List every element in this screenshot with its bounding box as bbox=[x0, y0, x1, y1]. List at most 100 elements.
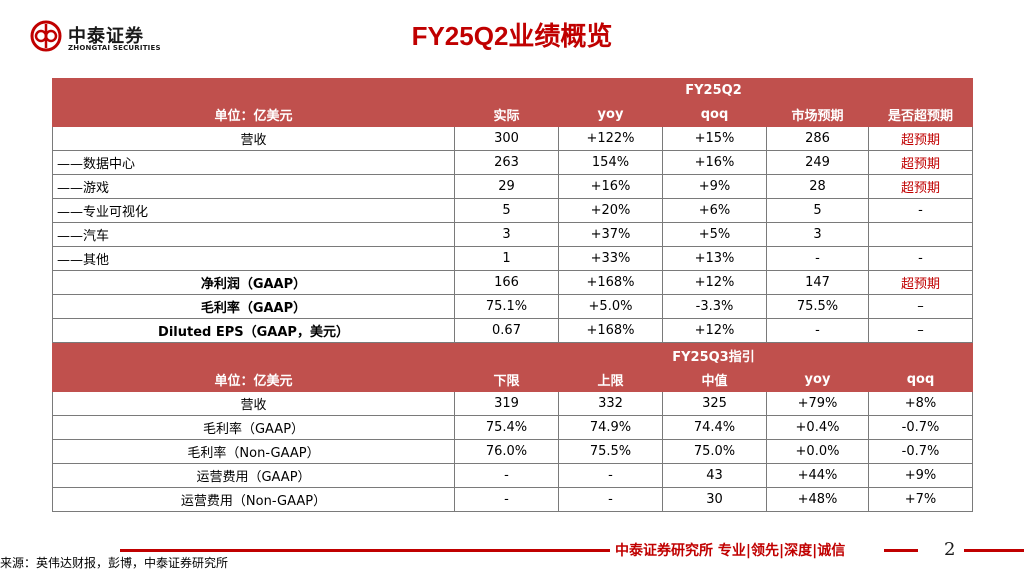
column-header: yoy bbox=[766, 367, 869, 392]
table-cell: - bbox=[558, 463, 663, 488]
table-cell: 43 bbox=[662, 463, 767, 488]
table-cell: 263 bbox=[454, 150, 559, 175]
row-label: 运营费用（GAAP） bbox=[52, 463, 455, 488]
table-cell: - bbox=[558, 487, 663, 512]
table-row: 运营费用（GAAP） - -43 +44% +9% bbox=[52, 463, 973, 488]
table-cell: 286 bbox=[766, 126, 869, 151]
results-group-blank bbox=[52, 78, 455, 103]
table-cell: - bbox=[454, 487, 559, 512]
results-group-header-row: FY25Q2 bbox=[52, 78, 974, 103]
table-row: 净利润（GAAP） 166 +168% +12% 147 超预期 bbox=[52, 270, 974, 295]
footer-rule-left bbox=[120, 549, 610, 552]
page-title: FY25Q2业绩概览 bbox=[411, 21, 613, 51]
table-cell: -3.3% bbox=[662, 294, 767, 319]
table-cell: +37% bbox=[558, 222, 663, 247]
row-label: 毛利率（GAAP） bbox=[52, 415, 455, 440]
row-label: 营收 bbox=[52, 126, 455, 151]
table-cell: 75.5% bbox=[766, 294, 869, 319]
table-row: Diluted EPS（GAAP，美元） 0.67 +168% +12% - – bbox=[52, 318, 974, 343]
table-cell: -0.7% bbox=[868, 439, 973, 464]
column-header: 上限 bbox=[558, 367, 663, 392]
table-cell: 300 bbox=[454, 126, 559, 151]
table-cell: +6% bbox=[662, 198, 767, 223]
table-cell: 325 bbox=[662, 391, 767, 416]
table-cell: 75.5% bbox=[558, 439, 663, 464]
table-cell: 147 bbox=[766, 270, 869, 295]
table-cell: -0.7% bbox=[868, 415, 973, 440]
table-cell: 29 bbox=[454, 174, 559, 199]
table-cell: 5 bbox=[766, 198, 869, 223]
table-cell: +15% bbox=[662, 126, 767, 151]
table-cell: 154% bbox=[558, 150, 663, 175]
table-cell: +122% bbox=[558, 126, 663, 151]
table-cell: 5 bbox=[454, 198, 559, 223]
footer-rule-right bbox=[884, 549, 918, 552]
table-cell: +16% bbox=[662, 150, 767, 175]
table-cell: 1 bbox=[454, 246, 559, 271]
results-table: FY25Q2 单位：亿美元 实际 yoy qoq 市场预期 是否超预期 营收 300 +122%… bbox=[52, 78, 974, 343]
table-cell: +9% bbox=[868, 463, 973, 488]
table-cell: +16% bbox=[558, 174, 663, 199]
table-cell: 28 bbox=[766, 174, 869, 199]
page-number: 2 bbox=[944, 539, 956, 560]
row-label: ——数据中心 bbox=[52, 150, 455, 175]
table-cell: +48% bbox=[766, 487, 869, 512]
table-row: ——专业可视化 5 +20% +6% 5- bbox=[52, 198, 974, 223]
row-label: 运营费用（Non-GAAP） bbox=[52, 487, 455, 512]
table-row: ——其他 1 +33% +13% - - bbox=[52, 246, 974, 271]
table-cell: +5.0% bbox=[558, 294, 663, 319]
table-row: 运营费用（Non-GAAP） - -30 +48% +7% bbox=[52, 487, 973, 512]
row-label: ——游戏 bbox=[52, 174, 455, 199]
table-cell: +8% bbox=[868, 391, 973, 416]
row-label: ——汽车 bbox=[52, 222, 455, 247]
table-row: ——汽车 3 +37% +5% 3 bbox=[52, 222, 974, 247]
table-row: 毛利率（GAAP） 75.1% +5.0% -3.3% 75.5% – bbox=[52, 294, 974, 319]
company-logo: 中泰证券 ZHONGTAI SECURITIES bbox=[30, 20, 170, 56]
guidance-group-header-row: FY25Q3指引 bbox=[52, 343, 973, 368]
row-label: ——专业可视化 bbox=[52, 198, 455, 223]
table-cell: – bbox=[867, 318, 974, 343]
logo-text-en: ZHONGTAI SECURITIES bbox=[68, 44, 161, 52]
table-cell: +168% bbox=[558, 270, 663, 295]
table-cell: +0.4% bbox=[766, 415, 869, 440]
table-cell: 超预期 bbox=[867, 150, 974, 175]
row-label: 毛利率（GAAP） bbox=[52, 294, 455, 319]
row-label: Diluted EPS（GAAP，美元） bbox=[52, 318, 455, 343]
table-cell: 166 bbox=[454, 270, 559, 295]
table-cell: 30 bbox=[662, 487, 767, 512]
row-label: 毛利率（Non-GAAP） bbox=[52, 439, 455, 464]
table-cell: 74.9% bbox=[558, 415, 663, 440]
source-note: 来源：英伟达财报，彭博，中泰证券研究所 bbox=[0, 556, 229, 570]
table-cell: 超预期 bbox=[867, 270, 974, 295]
guidance-group-header: FY25Q3指引 bbox=[454, 343, 973, 368]
table-cell: 超预期 bbox=[867, 174, 974, 199]
table-cell: - bbox=[766, 246, 869, 271]
table-cell: 332 bbox=[558, 391, 663, 416]
table-cell: 74.4% bbox=[662, 415, 767, 440]
row-label: ——其他 bbox=[52, 246, 455, 271]
table-cell: 3 bbox=[766, 222, 869, 247]
guidance-table: FY25Q3指引 单位：亿美元 下限 上限 中值 yoy qoq 营收 319 332 325 +7… bbox=[52, 343, 973, 512]
column-header: 下限 bbox=[454, 367, 559, 392]
logo-text-cn: 中泰证券 bbox=[68, 26, 144, 47]
column-header: qoq bbox=[868, 367, 973, 392]
table-cell: +5% bbox=[662, 222, 767, 247]
column-header: 单位：亿美元 bbox=[52, 102, 455, 127]
table-cell: 75.0% bbox=[662, 439, 767, 464]
table-row: 毛利率（GAAP） 75.4% 74.9% 74.4% +0.4% -0.7% bbox=[52, 415, 973, 440]
column-header: yoy bbox=[558, 102, 663, 127]
footer-slogan: 中泰证券研究所 专业|领先|深度|诚信 bbox=[615, 543, 846, 559]
table-cell: +168% bbox=[558, 318, 663, 343]
results-group-header: FY25Q2 bbox=[453, 78, 974, 103]
table-cell: +9% bbox=[662, 174, 767, 199]
table-cell: +44% bbox=[766, 463, 869, 488]
guidance-group-blank bbox=[52, 343, 455, 368]
table-cell: 76.0% bbox=[454, 439, 559, 464]
row-label: 营收 bbox=[52, 391, 455, 416]
table-row: ——游戏 29 +16% +9% 28 超预期 bbox=[52, 174, 974, 199]
table-cell: - bbox=[867, 246, 974, 271]
table-cell: 超预期 bbox=[867, 126, 974, 151]
table-cell: 75.4% bbox=[454, 415, 559, 440]
table-cell: - bbox=[454, 463, 559, 488]
logo-mark-icon bbox=[30, 20, 62, 52]
